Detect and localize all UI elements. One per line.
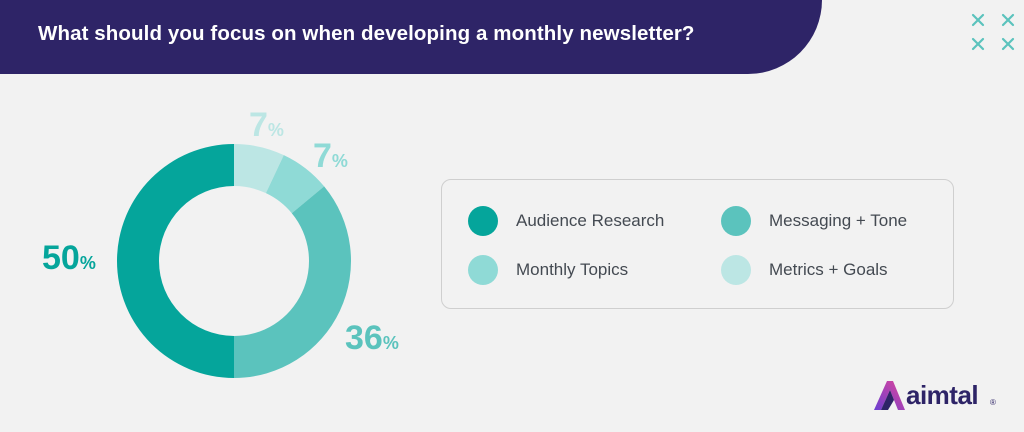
percent-label-metrics-goals: 7% xyxy=(249,108,284,142)
aimtal-logo: aimtal ® xyxy=(872,378,1002,414)
legend-label: Monthly Topics xyxy=(516,260,629,279)
legend-item-metrics-goals: Metrics + Goals xyxy=(721,255,888,285)
chart-legend: Audience Research Messaging + Tone Monthly… xyxy=(441,179,954,309)
legend-swatch xyxy=(468,255,498,285)
percent-label-messaging-tone: 36% xyxy=(345,321,399,355)
legend-item-audience-research: Audience Research xyxy=(468,206,664,236)
legend-label: Messaging + Tone xyxy=(769,211,908,230)
percent-symbol: % xyxy=(79,253,96,273)
donut-slice-audience-research xyxy=(117,144,234,378)
percent-value: 7 xyxy=(313,137,332,175)
percent-value: 50 xyxy=(42,239,80,277)
legend-label: Metrics + Goals xyxy=(769,260,888,279)
logo-wordmark: aimtal xyxy=(906,380,979,410)
percent-symbol: % xyxy=(331,151,348,171)
aimtal-a-logo-icon xyxy=(874,381,905,410)
percent-label-monthly-topics: 7% xyxy=(313,139,348,173)
title-banner: What should you focus on when developing… xyxy=(0,0,822,74)
legend-item-messaging-tone: Messaging + Tone xyxy=(721,206,907,236)
percent-value: 36 xyxy=(345,319,383,357)
legend-swatch xyxy=(721,206,751,236)
donut-slice-messaging-tone xyxy=(234,186,352,378)
legend-label: Audience Research xyxy=(516,211,665,230)
page-title: What should you focus on when developing… xyxy=(38,22,695,45)
cross-pattern-icon xyxy=(971,13,1015,51)
percent-symbol: % xyxy=(382,333,399,353)
percent-label-audience-research: 50% xyxy=(42,241,96,275)
legend-swatch xyxy=(468,206,498,236)
legend-item-monthly-topics: Monthly Topics xyxy=(468,255,628,285)
donut-slice-monthly-topics xyxy=(265,155,325,214)
percent-symbol: % xyxy=(267,120,284,140)
donut-slice-metrics-goals xyxy=(234,144,284,194)
percent-value: 7 xyxy=(249,106,268,144)
legend-swatch xyxy=(721,255,751,285)
registered-mark: ® xyxy=(990,398,996,407)
